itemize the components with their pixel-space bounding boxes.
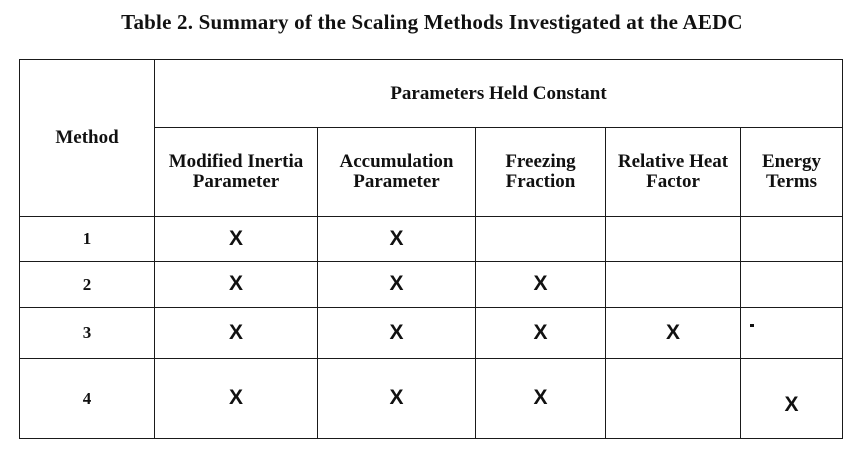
mark-cell: X bbox=[739, 358, 844, 439]
method-cell: 2 bbox=[19, 261, 155, 308]
mark-cell bbox=[739, 307, 844, 359]
method-cell: 3 bbox=[19, 307, 155, 359]
mark-cell: X bbox=[154, 307, 318, 359]
column-header-row: Modified Inertia Parameter Accumulation … bbox=[20, 127, 844, 217]
mark-cell: X bbox=[317, 261, 476, 308]
column-header-relative-heat: Relative Heat Factor bbox=[605, 127, 741, 217]
table-row: 2 X X X bbox=[19, 261, 844, 308]
method-cell: 4 bbox=[19, 358, 155, 439]
table-row: 4 X X X X bbox=[19, 358, 844, 439]
mark-cell: X bbox=[475, 358, 606, 439]
method-column-header: Method bbox=[19, 59, 155, 217]
stray-mark bbox=[749, 323, 754, 327]
mark-cell: X bbox=[317, 307, 476, 359]
column-header-accumulation: Accumulation Parameter bbox=[317, 127, 476, 217]
mark-cell: X bbox=[605, 307, 741, 359]
mark-cell: X bbox=[475, 307, 606, 359]
column-header-modified-inertia: Modified Inertia Parameter bbox=[154, 127, 318, 217]
mark-cell: X bbox=[154, 216, 318, 262]
group-header-row: Method Parameters Held Constant bbox=[19, 59, 844, 217]
table-caption: Table 2. Summary of the Scaling Methods … bbox=[121, 10, 743, 34]
mark-cell bbox=[739, 216, 844, 262]
table-row: 3 X X X X bbox=[19, 307, 844, 359]
parameters-group-header: Parameters Held Constant bbox=[153, 59, 844, 128]
mark-cell: X bbox=[317, 358, 476, 439]
table-row: 1 X X bbox=[19, 216, 844, 262]
method-cell: 1 bbox=[19, 216, 155, 262]
column-header-freezing-fraction: Freezing Fraction bbox=[475, 127, 606, 217]
mark-cell bbox=[605, 261, 741, 308]
mark-cell: X bbox=[154, 358, 318, 439]
mark-cell: X bbox=[475, 261, 606, 308]
scaling-methods-table: Method Parameters Held Constant Modified… bbox=[19, 59, 844, 439]
column-header-energy-terms: Energy Terms bbox=[739, 127, 844, 217]
mark-cell: X bbox=[154, 261, 318, 308]
mark-cell bbox=[739, 261, 844, 308]
mark-cell bbox=[605, 216, 741, 262]
mark-cell bbox=[475, 216, 606, 262]
mark-cell bbox=[605, 358, 741, 439]
mark-cell: X bbox=[317, 216, 476, 262]
